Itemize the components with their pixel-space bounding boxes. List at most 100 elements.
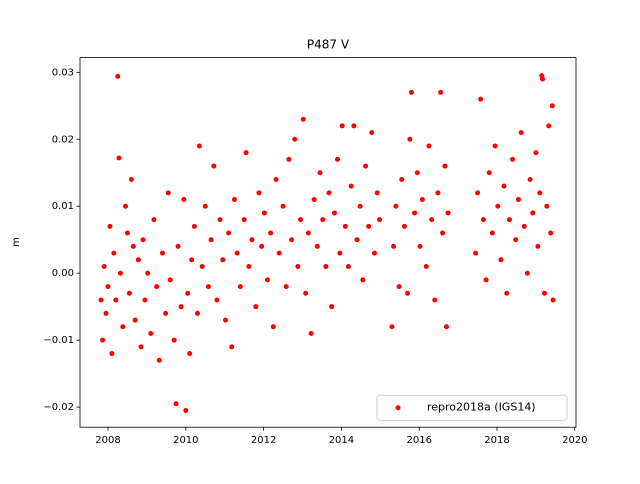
point: [342, 223, 348, 229]
point: [515, 197, 521, 203]
legend-label: repro2018a (IGS14): [427, 401, 536, 414]
point: [243, 150, 249, 156]
point: [537, 190, 543, 196]
point: [363, 163, 369, 169]
point: [417, 243, 423, 249]
point: [473, 250, 479, 256]
point: [154, 284, 160, 290]
point: [480, 217, 486, 223]
point: [194, 310, 200, 316]
point: [289, 237, 295, 243]
point: [540, 76, 546, 82]
point: [374, 190, 380, 196]
point: [156, 357, 162, 363]
point: [100, 337, 106, 343]
point: [295, 264, 301, 270]
plot-area: [98, 73, 556, 413]
point: [124, 230, 130, 236]
y-tick-label: −0.01: [43, 335, 74, 346]
point: [128, 176, 134, 182]
point: [167, 277, 173, 283]
point: [159, 250, 165, 256]
point: [354, 237, 360, 243]
legend-box: [376, 394, 568, 421]
point: [148, 330, 154, 336]
point: [408, 89, 414, 95]
point: [533, 150, 539, 156]
x-tick-label: 2020: [562, 435, 587, 446]
point: [189, 257, 195, 263]
point: [101, 264, 107, 270]
point: [199, 264, 205, 270]
point: [273, 176, 279, 182]
point: [513, 237, 519, 243]
point: [311, 197, 317, 203]
y-tick-label: 0.01: [52, 201, 74, 212]
y-axis-label: m: [11, 237, 22, 247]
point: [440, 230, 446, 236]
axes-frame: [79, 57, 577, 428]
point: [498, 257, 504, 263]
point: [126, 290, 132, 296]
point: [489, 230, 495, 236]
point: [205, 284, 211, 290]
point: [185, 290, 191, 296]
x-tick-label: 2014: [329, 435, 354, 446]
point: [280, 203, 286, 209]
point: [265, 277, 271, 283]
point: [135, 257, 141, 263]
point: [492, 143, 498, 149]
point: [123, 203, 129, 209]
point: [337, 250, 343, 256]
point: [220, 257, 226, 263]
point: [109, 351, 115, 357]
point: [393, 203, 399, 209]
point: [339, 123, 345, 129]
point: [530, 210, 536, 216]
point: [438, 89, 444, 95]
point: [163, 310, 169, 316]
x-tick-label: 2016: [406, 435, 431, 446]
point: [335, 156, 341, 162]
point: [298, 217, 304, 223]
point: [292, 136, 298, 142]
point: [483, 277, 489, 283]
point: [445, 210, 451, 216]
point: [113, 297, 119, 303]
point: [140, 237, 146, 243]
point: [351, 123, 357, 129]
point: [389, 324, 395, 330]
point: [208, 237, 214, 243]
x-tick-label: 2008: [95, 435, 120, 446]
point: [276, 250, 282, 256]
point: [377, 217, 383, 223]
point: [246, 264, 252, 270]
point: [348, 183, 354, 189]
point: [191, 223, 197, 229]
point: [183, 407, 189, 413]
point: [116, 155, 122, 161]
point: [548, 230, 554, 236]
point: [175, 243, 181, 249]
point: [521, 223, 527, 229]
y-tick-label: 0.02: [52, 134, 74, 145]
point: [132, 317, 138, 323]
point: [268, 230, 274, 236]
point: [253, 304, 259, 310]
point: [229, 344, 235, 350]
point: [151, 217, 157, 223]
point: [117, 270, 123, 276]
chart-title: P487 V: [307, 38, 350, 52]
point: [317, 170, 323, 176]
point: [478, 96, 484, 102]
point: [414, 170, 420, 176]
point: [435, 190, 441, 196]
point: [443, 324, 449, 330]
point: [305, 230, 311, 236]
point: [196, 143, 202, 149]
point: [249, 237, 255, 243]
point: [501, 183, 507, 189]
point: [103, 310, 109, 316]
point: [371, 250, 377, 256]
